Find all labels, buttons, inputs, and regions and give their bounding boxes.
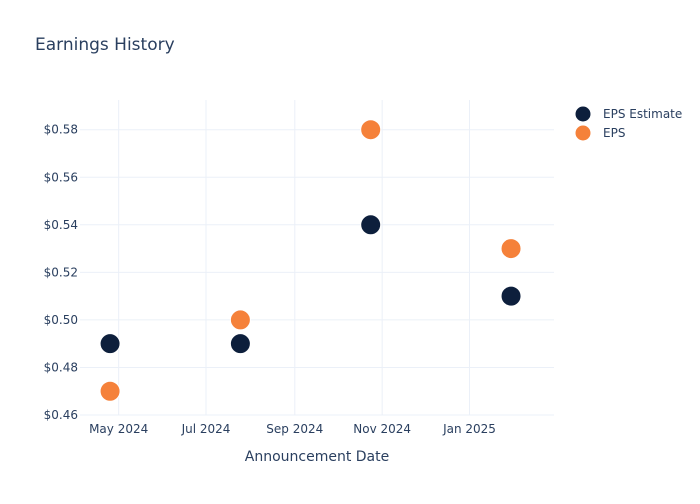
y-tick-label: $0.52 bbox=[44, 265, 78, 279]
y-tick-label: $0.48 bbox=[44, 360, 78, 374]
data-point[interactable] bbox=[500, 238, 522, 260]
data-point[interactable] bbox=[99, 380, 121, 402]
legend-label: EPS Estimate bbox=[603, 107, 682, 121]
gridlines bbox=[80, 100, 554, 416]
y-tick-label: $0.56 bbox=[44, 170, 78, 184]
axes: $0.46 $0.48 $0.50 $0.52 $0.54 $0.56 $0.58 May 2… bbox=[44, 123, 496, 436]
x-axis-title: Announcement Date bbox=[245, 449, 389, 465]
data-point[interactable] bbox=[229, 309, 251, 331]
x-tick-label: May 2024 bbox=[89, 422, 148, 436]
x-tick-label: Jan 2025 bbox=[442, 422, 496, 436]
x-tick-label: Sep 2024 bbox=[266, 422, 323, 436]
x-tick-label: Jul 2024 bbox=[181, 422, 231, 436]
data-point[interactable] bbox=[360, 214, 382, 236]
legend-item[interactable]: EPS bbox=[574, 124, 625, 142]
x-tick-label: Nov 2024 bbox=[353, 422, 411, 436]
legend-marker bbox=[574, 124, 592, 142]
data-point[interactable] bbox=[360, 119, 382, 141]
data-point[interactable] bbox=[500, 285, 522, 307]
legend-label: EPS bbox=[603, 126, 625, 140]
chart-title: Earnings History bbox=[35, 35, 175, 55]
series-eps bbox=[99, 119, 522, 402]
legend-item[interactable]: EPS Estimate bbox=[574, 105, 682, 123]
data-point[interactable] bbox=[99, 333, 121, 355]
legend[interactable]: EPS Estimate EPS bbox=[574, 105, 682, 142]
y-tick-label: $0.54 bbox=[44, 218, 78, 232]
data-point[interactable] bbox=[229, 333, 251, 355]
legend-marker bbox=[574, 105, 592, 123]
y-tick-label: $0.46 bbox=[44, 408, 78, 422]
data-points bbox=[99, 119, 522, 402]
y-tick-label: $0.58 bbox=[44, 123, 78, 137]
series-eps-estimate bbox=[99, 214, 522, 355]
y-tick-label: $0.50 bbox=[44, 313, 78, 327]
